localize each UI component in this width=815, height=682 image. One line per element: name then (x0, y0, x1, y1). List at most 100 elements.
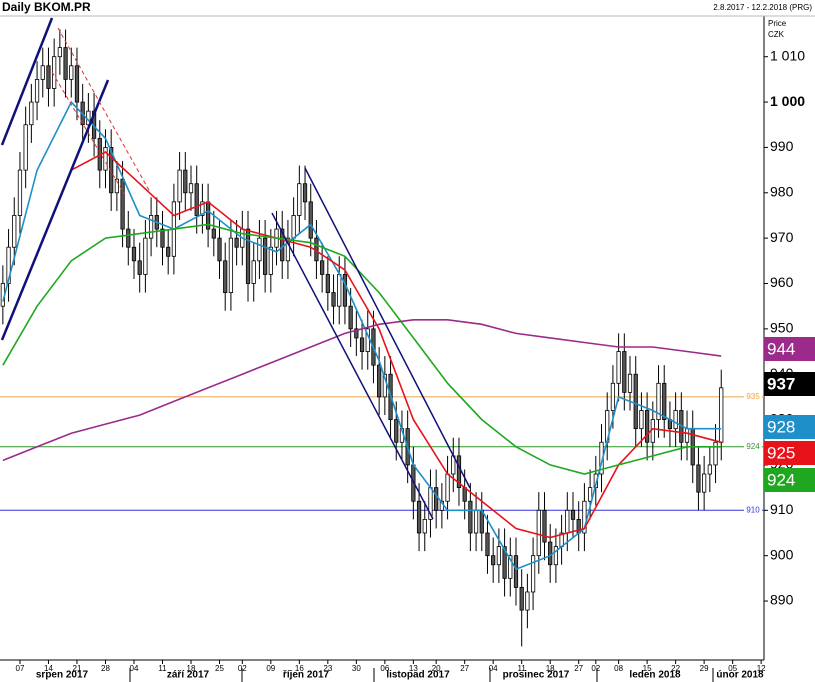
x-tick-label: 09 (266, 664, 275, 673)
price-badge (764, 468, 815, 492)
trend-line (304, 167, 471, 489)
month-label: leden 2018 (629, 670, 681, 681)
candle-body (29, 101, 34, 126)
month-label: listopad 2017 (386, 670, 450, 681)
x-tick-label: 28 (101, 664, 110, 673)
candle-body (148, 215, 154, 239)
y-axis-unit: CZK (768, 30, 785, 39)
candle-body (570, 509, 576, 520)
ma-line (2, 319, 722, 462)
candle-body (160, 228, 165, 248)
x-tick-label: 11 (158, 664, 167, 673)
x-tick-label: 04 (489, 664, 498, 673)
x-tick-label: 18 (187, 664, 196, 673)
y-axis-label: Price (768, 19, 787, 28)
level-label: 924 (746, 442, 760, 451)
candle-body (23, 124, 28, 171)
candle-body (662, 382, 667, 420)
x-tick-label: 12 (757, 664, 766, 673)
y-tick-label: 960 (770, 274, 794, 290)
price-badge-label: 924 (767, 470, 795, 489)
candle-body (320, 260, 325, 275)
candle-body (587, 487, 593, 502)
price-badge-label: 944 (767, 339, 795, 358)
candle-body (291, 215, 296, 239)
candle-body (616, 351, 621, 384)
candle-body (713, 441, 718, 466)
x-tick-label: 14 (44, 664, 53, 673)
candle-body (337, 274, 342, 307)
candle-body (285, 237, 291, 262)
candle-body (228, 237, 234, 293)
candle-body (69, 65, 74, 80)
x-tick-label: 23 (323, 664, 332, 673)
candle-body (234, 237, 239, 248)
x-tick-label: 05 (728, 664, 737, 673)
date-range: 2.8.2017 - 12.2.2018 (PRG) (713, 3, 812, 12)
ma-line (2, 100, 722, 571)
candle-body (496, 546, 501, 566)
x-tick-label: 16 (295, 664, 304, 673)
level-label: 935 (746, 392, 760, 401)
x-tick-label: 25 (215, 664, 224, 673)
candle-body (57, 47, 62, 58)
y-tick-label: 910 (770, 501, 794, 517)
x-tick-label: 02 (238, 664, 247, 673)
level-label-bg (744, 391, 762, 402)
candle-body (696, 464, 701, 493)
candle-body (673, 410, 678, 430)
ma-line (70, 151, 722, 539)
candle-body (462, 487, 467, 502)
candle-body (143, 237, 148, 275)
candle-body (200, 201, 205, 216)
x-tick-label: 06 (380, 664, 389, 673)
candle-body (485, 532, 490, 557)
x-tick-label: 27 (574, 664, 583, 673)
candle-body (245, 228, 251, 284)
candle-body (63, 47, 68, 80)
x-tick-label: 11 (518, 664, 527, 673)
y-tick-label: 900 (770, 546, 794, 562)
x-tick-label: 30 (352, 664, 361, 673)
candle-body (719, 387, 724, 443)
y-tick-label: 950 (770, 320, 794, 336)
y-tick-label: 990 (770, 138, 794, 154)
candle-body (131, 246, 137, 262)
candle-body (137, 260, 142, 275)
candle-body (183, 169, 188, 194)
candle-body (177, 169, 182, 203)
candle-body (610, 382, 616, 411)
x-tick-label: 29 (700, 664, 709, 673)
price-badge-label: 928 (767, 417, 795, 436)
candle-body (103, 147, 108, 171)
x-tick-label: 18 (546, 664, 555, 673)
candle-body (46, 65, 51, 89)
ma-line (2, 223, 722, 475)
candle-body (656, 382, 661, 420)
candle-body (12, 215, 17, 248)
candle-body (354, 328, 359, 339)
candle-body (707, 464, 712, 475)
trend-line (51, 71, 126, 196)
price-badge (764, 441, 815, 465)
x-tick-label: 13 (409, 664, 418, 673)
candle-body (553, 546, 559, 566)
candle-body (34, 78, 40, 103)
candle-body (456, 455, 462, 489)
price-badge-label: 925 (767, 443, 795, 462)
price-badge (764, 337, 815, 361)
candle-body (530, 555, 536, 593)
candle-body (519, 587, 524, 611)
candle-body (622, 351, 627, 393)
x-tick-label: 07 (16, 664, 25, 673)
candle-body (416, 500, 422, 534)
candle-body (74, 65, 80, 103)
candle-body (525, 591, 530, 611)
y-tick-label: 970 (770, 229, 794, 245)
trend-line (271, 212, 434, 520)
y-tick-label: 890 (770, 592, 794, 608)
price-badge-label: 937 (767, 374, 795, 393)
candle-body (434, 487, 439, 511)
